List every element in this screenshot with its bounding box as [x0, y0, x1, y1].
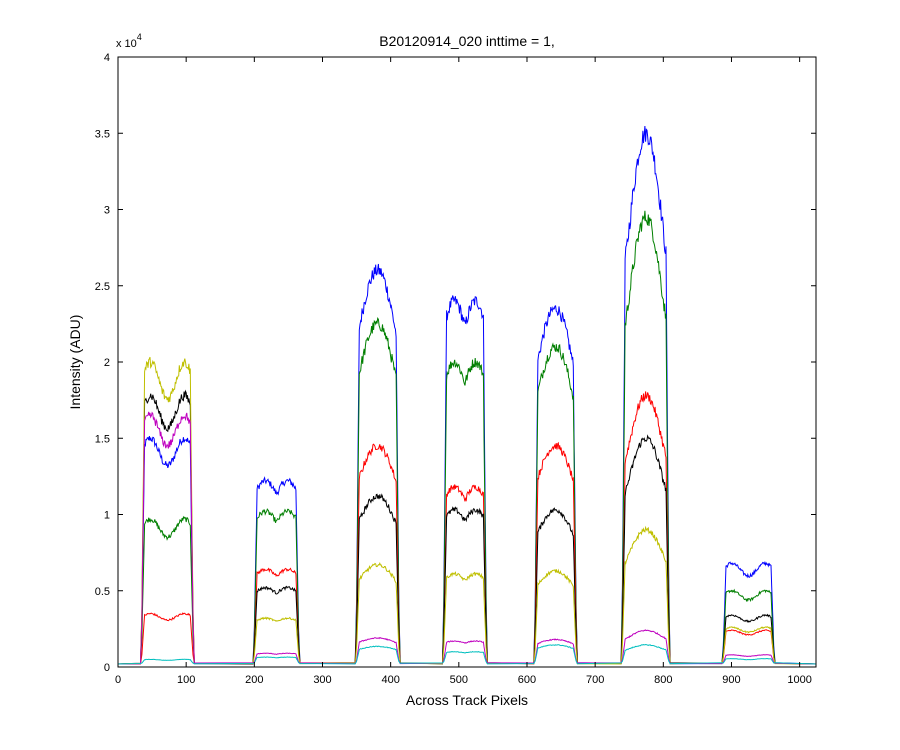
- y-tick-label: 1.5: [95, 433, 110, 445]
- x-tick-label: 1000: [787, 674, 811, 686]
- y-tick-label: 3: [104, 205, 110, 217]
- x-tick-label: 800: [654, 674, 672, 686]
- y-axis-label: Intensity (ADU): [67, 315, 83, 410]
- x-tick-label: 300: [313, 674, 331, 686]
- x-tick-label: 100: [177, 674, 195, 686]
- x-tick-label: 500: [450, 674, 468, 686]
- series-layer: [117, 125, 817, 665]
- series-line-7: [117, 643, 817, 665]
- x-axis: 0 100 200 300 400 500 600 700 800 900 1000: [115, 57, 812, 686]
- series-line-5: [117, 356, 817, 665]
- x-axis-label: Across Track Pixels: [406, 692, 528, 708]
- series-line-2: [117, 210, 817, 665]
- x-tick-label: 400: [381, 674, 399, 686]
- y-tick-label: 1: [104, 510, 110, 522]
- x-tick-label: 200: [245, 674, 263, 686]
- y-tick-label: 3.5: [95, 128, 110, 140]
- y-axis: 0 0.5 1 1.5 2 2.5 3 3.5 4: [95, 52, 816, 674]
- y-tick-label: 4: [104, 52, 110, 64]
- y-multiplier-base: x 10: [116, 38, 137, 50]
- y-multiplier-exponent: 4: [137, 32, 142, 42]
- chart-title: B20120914_020 inttime = 1,: [379, 33, 555, 49]
- x-tick-label: 600: [518, 674, 536, 686]
- y-tick-label: 0: [104, 662, 110, 674]
- x-tick-label: 0: [115, 674, 121, 686]
- x-tick-label: 900: [722, 674, 740, 686]
- x-tick-label: 700: [586, 674, 604, 686]
- plot-area: [118, 57, 816, 667]
- y-tick-label: 2: [104, 357, 110, 369]
- y-tick-label: 2.5: [95, 281, 110, 293]
- y-tick-label: 0.5: [95, 586, 110, 598]
- series-line-6: [117, 411, 817, 665]
- series-line-4: [117, 389, 817, 665]
- y-axis-multiplier: x 104: [116, 32, 142, 50]
